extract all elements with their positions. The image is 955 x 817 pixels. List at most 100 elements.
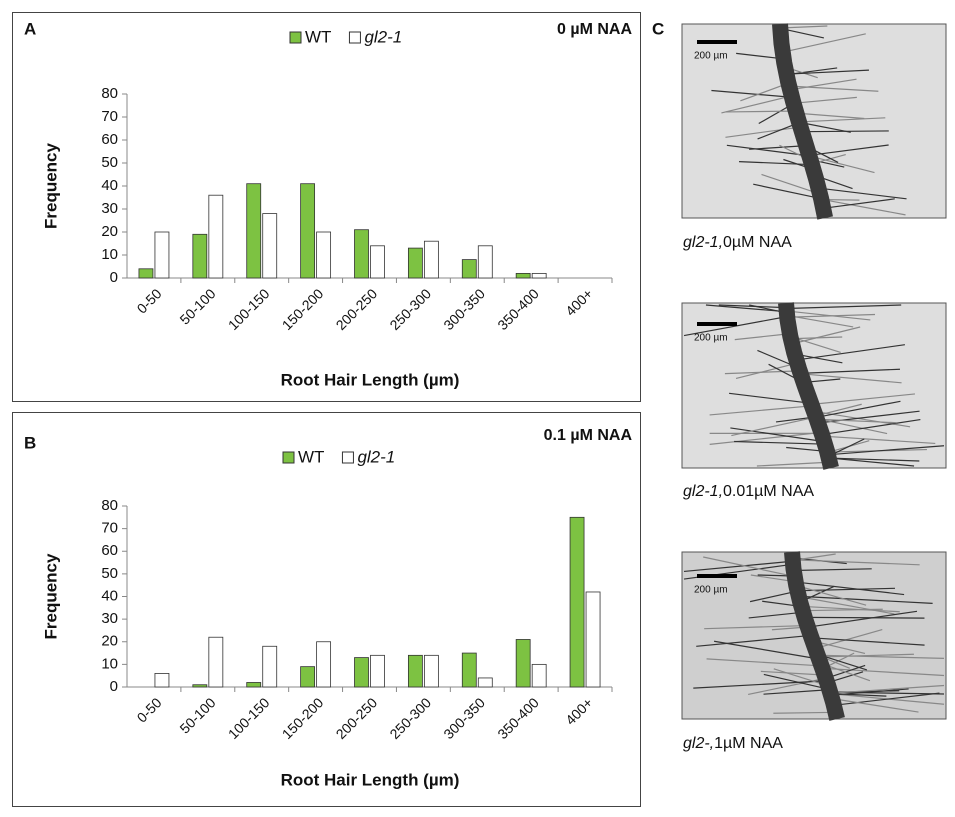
y-tick-label: 70	[101, 108, 118, 125]
x-tick-label: 0-50	[134, 694, 165, 725]
bar	[516, 639, 530, 687]
y-tick-label: 10	[101, 655, 118, 672]
y-tick-label: 80	[101, 85, 118, 102]
scale-bar	[697, 40, 737, 44]
x-tick-label: 0-50	[134, 285, 165, 316]
legend-label: gl2-1	[364, 27, 402, 46]
x-axis-label: Root Hair Length (µm)	[281, 770, 460, 789]
x-tick-label: 400+	[562, 285, 596, 319]
y-axis-label: Frequency	[41, 553, 60, 640]
legend-swatch	[342, 452, 353, 463]
panel-label: B	[24, 433, 36, 452]
y-tick-label: 50	[101, 154, 118, 171]
bar	[209, 195, 223, 278]
bar	[209, 637, 223, 687]
bar	[193, 685, 207, 687]
bar	[263, 214, 277, 278]
caption-condition: 0.01µM NAA	[723, 483, 814, 500]
bar	[478, 678, 492, 687]
y-tick-label: 80	[101, 497, 118, 514]
caption-condition: 0µM NAA	[723, 234, 792, 251]
scale-bar	[697, 322, 737, 326]
image-caption: gl2-1,0µM NAA	[683, 234, 792, 251]
bar	[301, 184, 315, 278]
bar	[355, 230, 369, 278]
x-tick-label: 150-200	[279, 285, 327, 333]
x-axis-label: Root Hair Length (µm)	[281, 370, 460, 389]
y-tick-label: 40	[101, 177, 118, 194]
y-tick-label: 30	[101, 200, 118, 217]
y-axis-label: Frequency	[41, 142, 60, 229]
x-tick-label: 250-300	[386, 694, 434, 742]
bar	[371, 246, 385, 278]
bar	[371, 655, 385, 687]
bar	[408, 248, 422, 278]
bar	[247, 184, 261, 278]
bar	[478, 246, 492, 278]
bar	[317, 642, 331, 687]
y-tick-label: 50	[101, 565, 118, 582]
y-tick-label: 30	[101, 610, 118, 627]
bar	[532, 664, 546, 687]
micrograph: 200 µm	[682, 24, 946, 218]
micrograph: 200 µm	[682, 552, 946, 719]
bar	[462, 653, 476, 687]
bar	[247, 682, 261, 687]
bar	[462, 260, 476, 278]
legend-swatch	[283, 452, 294, 463]
y-tick-label: 0	[110, 678, 118, 695]
x-tick-label: 150-200	[279, 694, 327, 742]
panel-label: C	[652, 19, 664, 38]
legend-swatch	[290, 32, 301, 43]
legend-swatch	[349, 32, 360, 43]
scale-bar-label: 200 µm	[694, 333, 728, 344]
bar	[301, 667, 315, 687]
y-tick-label: 70	[101, 520, 118, 537]
y-tick-label: 60	[101, 542, 118, 559]
bar	[155, 673, 169, 687]
micrograph: 200 µm	[682, 303, 946, 468]
scale-bar-label: 200 µm	[694, 585, 728, 596]
x-tick-label: 100-150	[225, 285, 273, 333]
x-tick-label: 350-400	[494, 285, 542, 333]
legend-label: WT	[305, 27, 331, 46]
bar	[317, 232, 331, 278]
y-tick-label: 60	[101, 131, 118, 148]
bar	[516, 273, 530, 278]
bar	[193, 234, 207, 278]
x-tick-label: 200-250	[333, 285, 381, 333]
y-tick-label: 40	[101, 587, 118, 604]
y-tick-label: 0	[110, 269, 118, 286]
image-caption: gl2-,1µM NAA	[683, 735, 783, 752]
bar	[408, 655, 422, 687]
caption-genotype: gl2-1,	[683, 234, 723, 251]
panel-label: A	[24, 19, 36, 38]
bar	[424, 655, 438, 687]
x-tick-label: 300-350	[440, 285, 488, 333]
image-caption: gl2-1,0.01µM NAA	[683, 483, 814, 500]
x-tick-label: 350-400	[494, 694, 542, 742]
bar	[586, 592, 600, 687]
scale-bar-label: 200 µm	[694, 51, 728, 62]
x-tick-label: 200-250	[333, 694, 381, 742]
y-tick-label: 20	[101, 633, 118, 650]
bar	[155, 232, 169, 278]
bar	[263, 646, 277, 687]
bar	[355, 658, 369, 687]
x-tick-label: 50-100	[176, 285, 218, 327]
x-tick-label: 300-350	[440, 694, 488, 742]
chart-title: 0 µM NAA	[557, 21, 632, 38]
x-tick-label: 50-100	[176, 694, 218, 736]
legend-label: WT	[298, 447, 324, 466]
caption-condition: 1µM NAA	[714, 735, 783, 752]
bar	[570, 517, 584, 687]
caption-genotype: gl2-1,	[683, 483, 723, 500]
scale-bar	[697, 574, 737, 578]
y-tick-label: 10	[101, 246, 118, 263]
x-tick-label: 100-150	[225, 694, 273, 742]
y-tick-label: 20	[101, 223, 118, 240]
legend-label: gl2-1	[357, 447, 395, 466]
bar	[139, 269, 153, 278]
bar	[532, 273, 546, 278]
